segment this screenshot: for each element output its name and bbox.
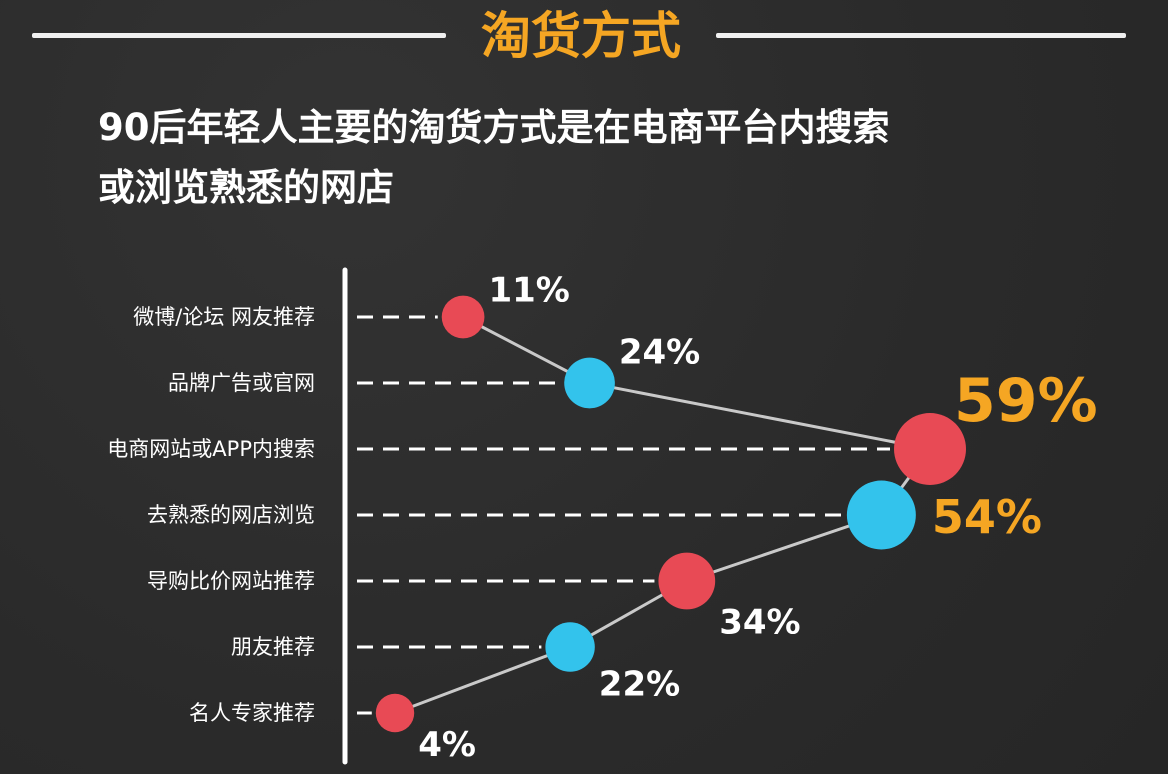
category-label: 名人专家推荐 [189, 701, 315, 725]
category-label: 去熟悉的网店浏览 [147, 503, 315, 527]
data-label: 34% [719, 602, 800, 642]
chart-subtitle: 90后年轻人主要的淘货方式是在电商平台内搜索 或浏览熟悉的网店 [98, 98, 1098, 218]
data-point [564, 357, 615, 409]
data-point [441, 295, 485, 339]
category-label: 朋友推荐 [231, 635, 315, 659]
category-label: 微博/论坛 网友推荐 [133, 305, 315, 329]
data-point [545, 622, 595, 672]
category-label: 导购比价网站推荐 [147, 569, 315, 593]
data-label: 11% [488, 271, 569, 311]
category-label: 品牌广告或官网 [168, 371, 315, 395]
subtitle-line-2: 或浏览熟悉的网店 [98, 166, 394, 209]
header-title: 淘货方式 [481, 7, 681, 65]
data-label: 24% [619, 333, 700, 373]
subtitle-line-1: 90后年轻人主要的淘货方式是在电商平台内搜索 [98, 106, 890, 149]
data-point [375, 693, 415, 733]
data-point [658, 552, 716, 610]
data-label: 54% [932, 490, 1042, 544]
data-point [894, 413, 966, 485]
data-label: 4% [418, 725, 476, 765]
header-divider-right [716, 33, 1126, 38]
data-label: 22% [599, 665, 680, 705]
header-divider-left [32, 33, 446, 38]
category-label: 电商网站或APP内搜索 [107, 437, 315, 461]
data-label: 59% [954, 366, 1098, 436]
data-point [846, 480, 916, 550]
